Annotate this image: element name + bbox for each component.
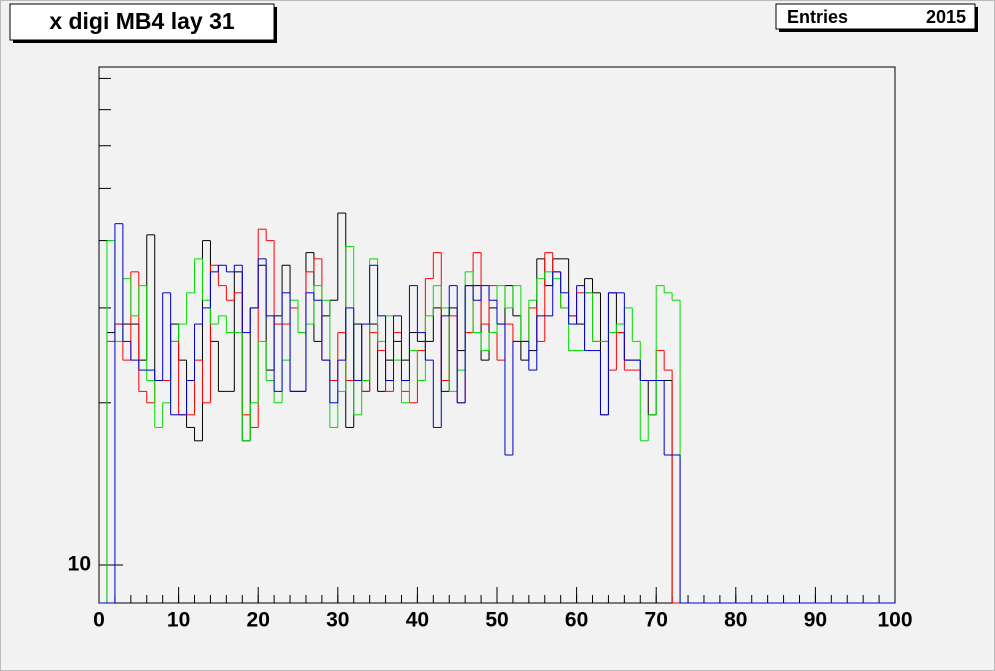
x-tick-label: 30 <box>326 609 349 632</box>
stats-label: Entries <box>787 7 848 27</box>
x-tick-label: 10 <box>167 609 190 632</box>
x-tick-label: 70 <box>645 609 668 632</box>
stats-value: 2015 <box>926 7 966 27</box>
x-tick-label: 0 <box>93 609 105 632</box>
x-tick-label: 40 <box>406 609 429 632</box>
x-tick-label: 60 <box>565 609 588 632</box>
x-tick-label: 100 <box>877 609 912 632</box>
stats-box <box>775 3 976 30</box>
x-tick-label: 90 <box>804 609 827 632</box>
y-tick-label: 10 <box>68 553 91 576</box>
x-tick-label: 20 <box>247 609 270 632</box>
x-tick-label: 50 <box>485 609 508 632</box>
x-tick-label: 80 <box>724 609 747 632</box>
chart-title: x digi MB4 lay 31 <box>49 8 235 34</box>
title-box <box>9 3 275 41</box>
